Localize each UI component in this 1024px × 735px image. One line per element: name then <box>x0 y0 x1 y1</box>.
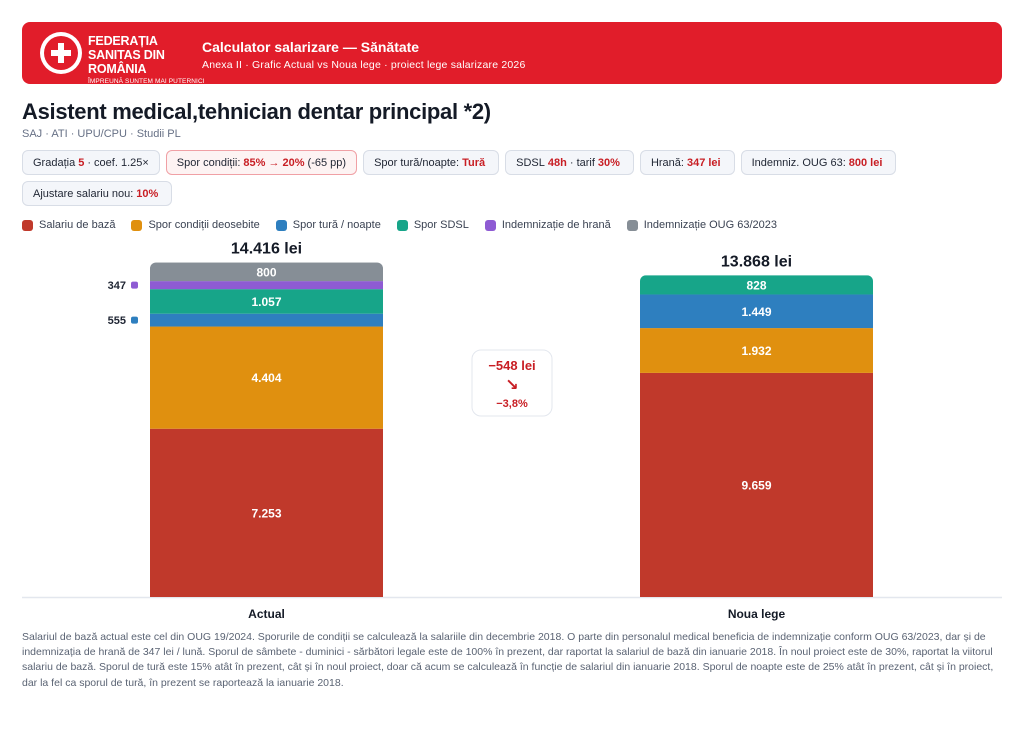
callout-dot <box>131 316 138 324</box>
data-label: 800 <box>256 265 276 279</box>
chip-suffix: · tarif <box>569 156 595 169</box>
bar-segment <box>640 328 873 373</box>
bar-segment <box>150 262 383 282</box>
explanatory-note: Salariul de bază actual este cel din OUG… <box>22 631 994 689</box>
legend-swatch <box>275 219 287 231</box>
sanitas-logo <box>40 32 82 74</box>
delta-box <box>471 349 553 417</box>
bar-total-label: 14.416 lei <box>231 241 302 258</box>
chip-value: 10% <box>136 187 159 200</box>
bar-segment <box>150 313 383 327</box>
chip-value-secondary: 30% <box>597 156 620 169</box>
legend-label: Indemnizație de hrană <box>501 219 611 231</box>
data-label: 1.449 <box>741 305 771 319</box>
app-subtitle: Anexa II · Grafic Actual vs Noua lege · … <box>202 59 526 71</box>
chip-label: Indemniz. OUG 63: <box>751 156 846 169</box>
legend-label: Indemnizație OUG 63/2023 <box>643 219 778 231</box>
bar-segment <box>150 289 383 314</box>
legend-item: Salariu de bază <box>22 219 115 231</box>
legend-swatch <box>22 219 33 231</box>
chip-label: Spor condiții: <box>176 156 241 169</box>
chip-label: Gradația <box>33 156 76 169</box>
data-label: 828 <box>746 278 766 292</box>
chart-legend: Salariu de bază Spor condiții deosebite Sp… <box>22 219 777 231</box>
red-cross-icon <box>44 36 78 70</box>
chip-value: 347 lei <box>686 156 721 169</box>
data-label: 9.659 <box>741 478 771 492</box>
data-label: 1.057 <box>251 295 281 309</box>
chip-suffix: · coef. 1.25× <box>87 156 149 169</box>
parameter-chip: Hrană: 347 lei <box>639 150 735 175</box>
legend-label: Spor tură / noapte <box>292 219 381 231</box>
callout-label: 555 <box>108 315 126 327</box>
callout-label: 347 <box>108 280 126 292</box>
data-label: 7.253 <box>251 506 281 520</box>
bar-segment <box>150 281 383 290</box>
delta-percent: −3,8% <box>496 398 528 410</box>
parameter-chip: Ajustare salariu nou: 10% <box>22 181 173 206</box>
delta-amount: −548 lei <box>488 358 535 373</box>
chip-value: 85% → 20% <box>243 156 305 169</box>
legend-item: Spor tură / noapte <box>275 219 381 231</box>
bar-total-label: 13.868 lei <box>721 253 792 270</box>
bar-segment <box>640 275 873 295</box>
legend-label: Salariu de bază <box>39 219 116 231</box>
bar-segment <box>640 294 873 329</box>
bar-segment <box>150 428 383 597</box>
org-motto: ÎMPREUNĂ SUNTEM MAI PUTERNICI <box>88 78 205 85</box>
chip-value: 800 lei <box>848 156 883 169</box>
bar-segment <box>640 372 873 597</box>
app-header: FEDERAȚIA SANITAS DIN ROMÂNIA ÎMPREUNĂ S… <box>22 22 1002 86</box>
parameter-chip: Spor tură/noapte: Tură <box>363 150 500 175</box>
legend-swatch <box>626 219 638 231</box>
chip-suffix: (-65 pp) <box>307 156 347 169</box>
chip-label: Ajustare salariu nou: <box>33 187 134 200</box>
chip-label: SDSL <box>516 156 545 169</box>
chip-value: 5 <box>78 156 85 169</box>
bar-segment <box>150 326 383 429</box>
trend-down-icon: ↘ <box>505 375 518 394</box>
parameter-chips: Gradația 5 · coef. 1.25× Spor condiții: 85% … <box>22 150 1002 206</box>
app-title: Calculator salarizare — Sănătate <box>202 39 420 55</box>
legend-label: Spor SDSL <box>413 219 469 231</box>
parameter-chip: Indemniz. OUG 63: 800 lei <box>740 150 897 175</box>
legend-swatch <box>484 219 496 231</box>
parameter-chip: Gradația 5 · coef. 1.25× <box>22 150 160 175</box>
legend-item: Indemnizație OUG 63/2023 <box>626 219 778 231</box>
legend-label: Spor condiții deosebite <box>148 219 260 231</box>
parameter-chip: Spor condiții: 85% → 20% (-65 pp) <box>165 150 358 175</box>
org-name: FEDERAȚIA SANITAS DIN ROMÂNIA <box>88 34 165 76</box>
chip-value: 48h <box>547 156 567 169</box>
org-block: FEDERAȚIA SANITAS DIN ROMÂNIA ÎMPREUNĂ S… <box>88 34 208 86</box>
parameter-chip: SDSL 48h · tarif 30% <box>505 150 634 175</box>
legend-swatch <box>396 219 408 231</box>
app-title-block: Calculator salarizare — Sănătate Anexa I… <box>202 38 526 72</box>
page-title: Asistent medical,tehnician dentar princi… <box>22 99 491 124</box>
category-label: Actual <box>248 607 285 621</box>
legend-item: Spor condiții deosebite <box>131 219 260 231</box>
chip-label: Spor tură/noapte: <box>374 156 460 169</box>
callout-dot <box>131 281 138 289</box>
legend-swatch <box>131 219 143 231</box>
legend-item: Indemnizație de hrană <box>484 219 611 231</box>
chip-label: Hrană: <box>650 156 684 169</box>
legend-item: Spor SDSL <box>396 219 469 231</box>
category-label: Noua lege <box>728 607 786 621</box>
data-label: 1.932 <box>741 344 771 358</box>
chip-value: Tură <box>462 156 486 169</box>
page-subtitle: SAJ · ATI · UPU/CPU · Studii PL <box>22 128 181 140</box>
data-label: 4.404 <box>251 371 281 385</box>
